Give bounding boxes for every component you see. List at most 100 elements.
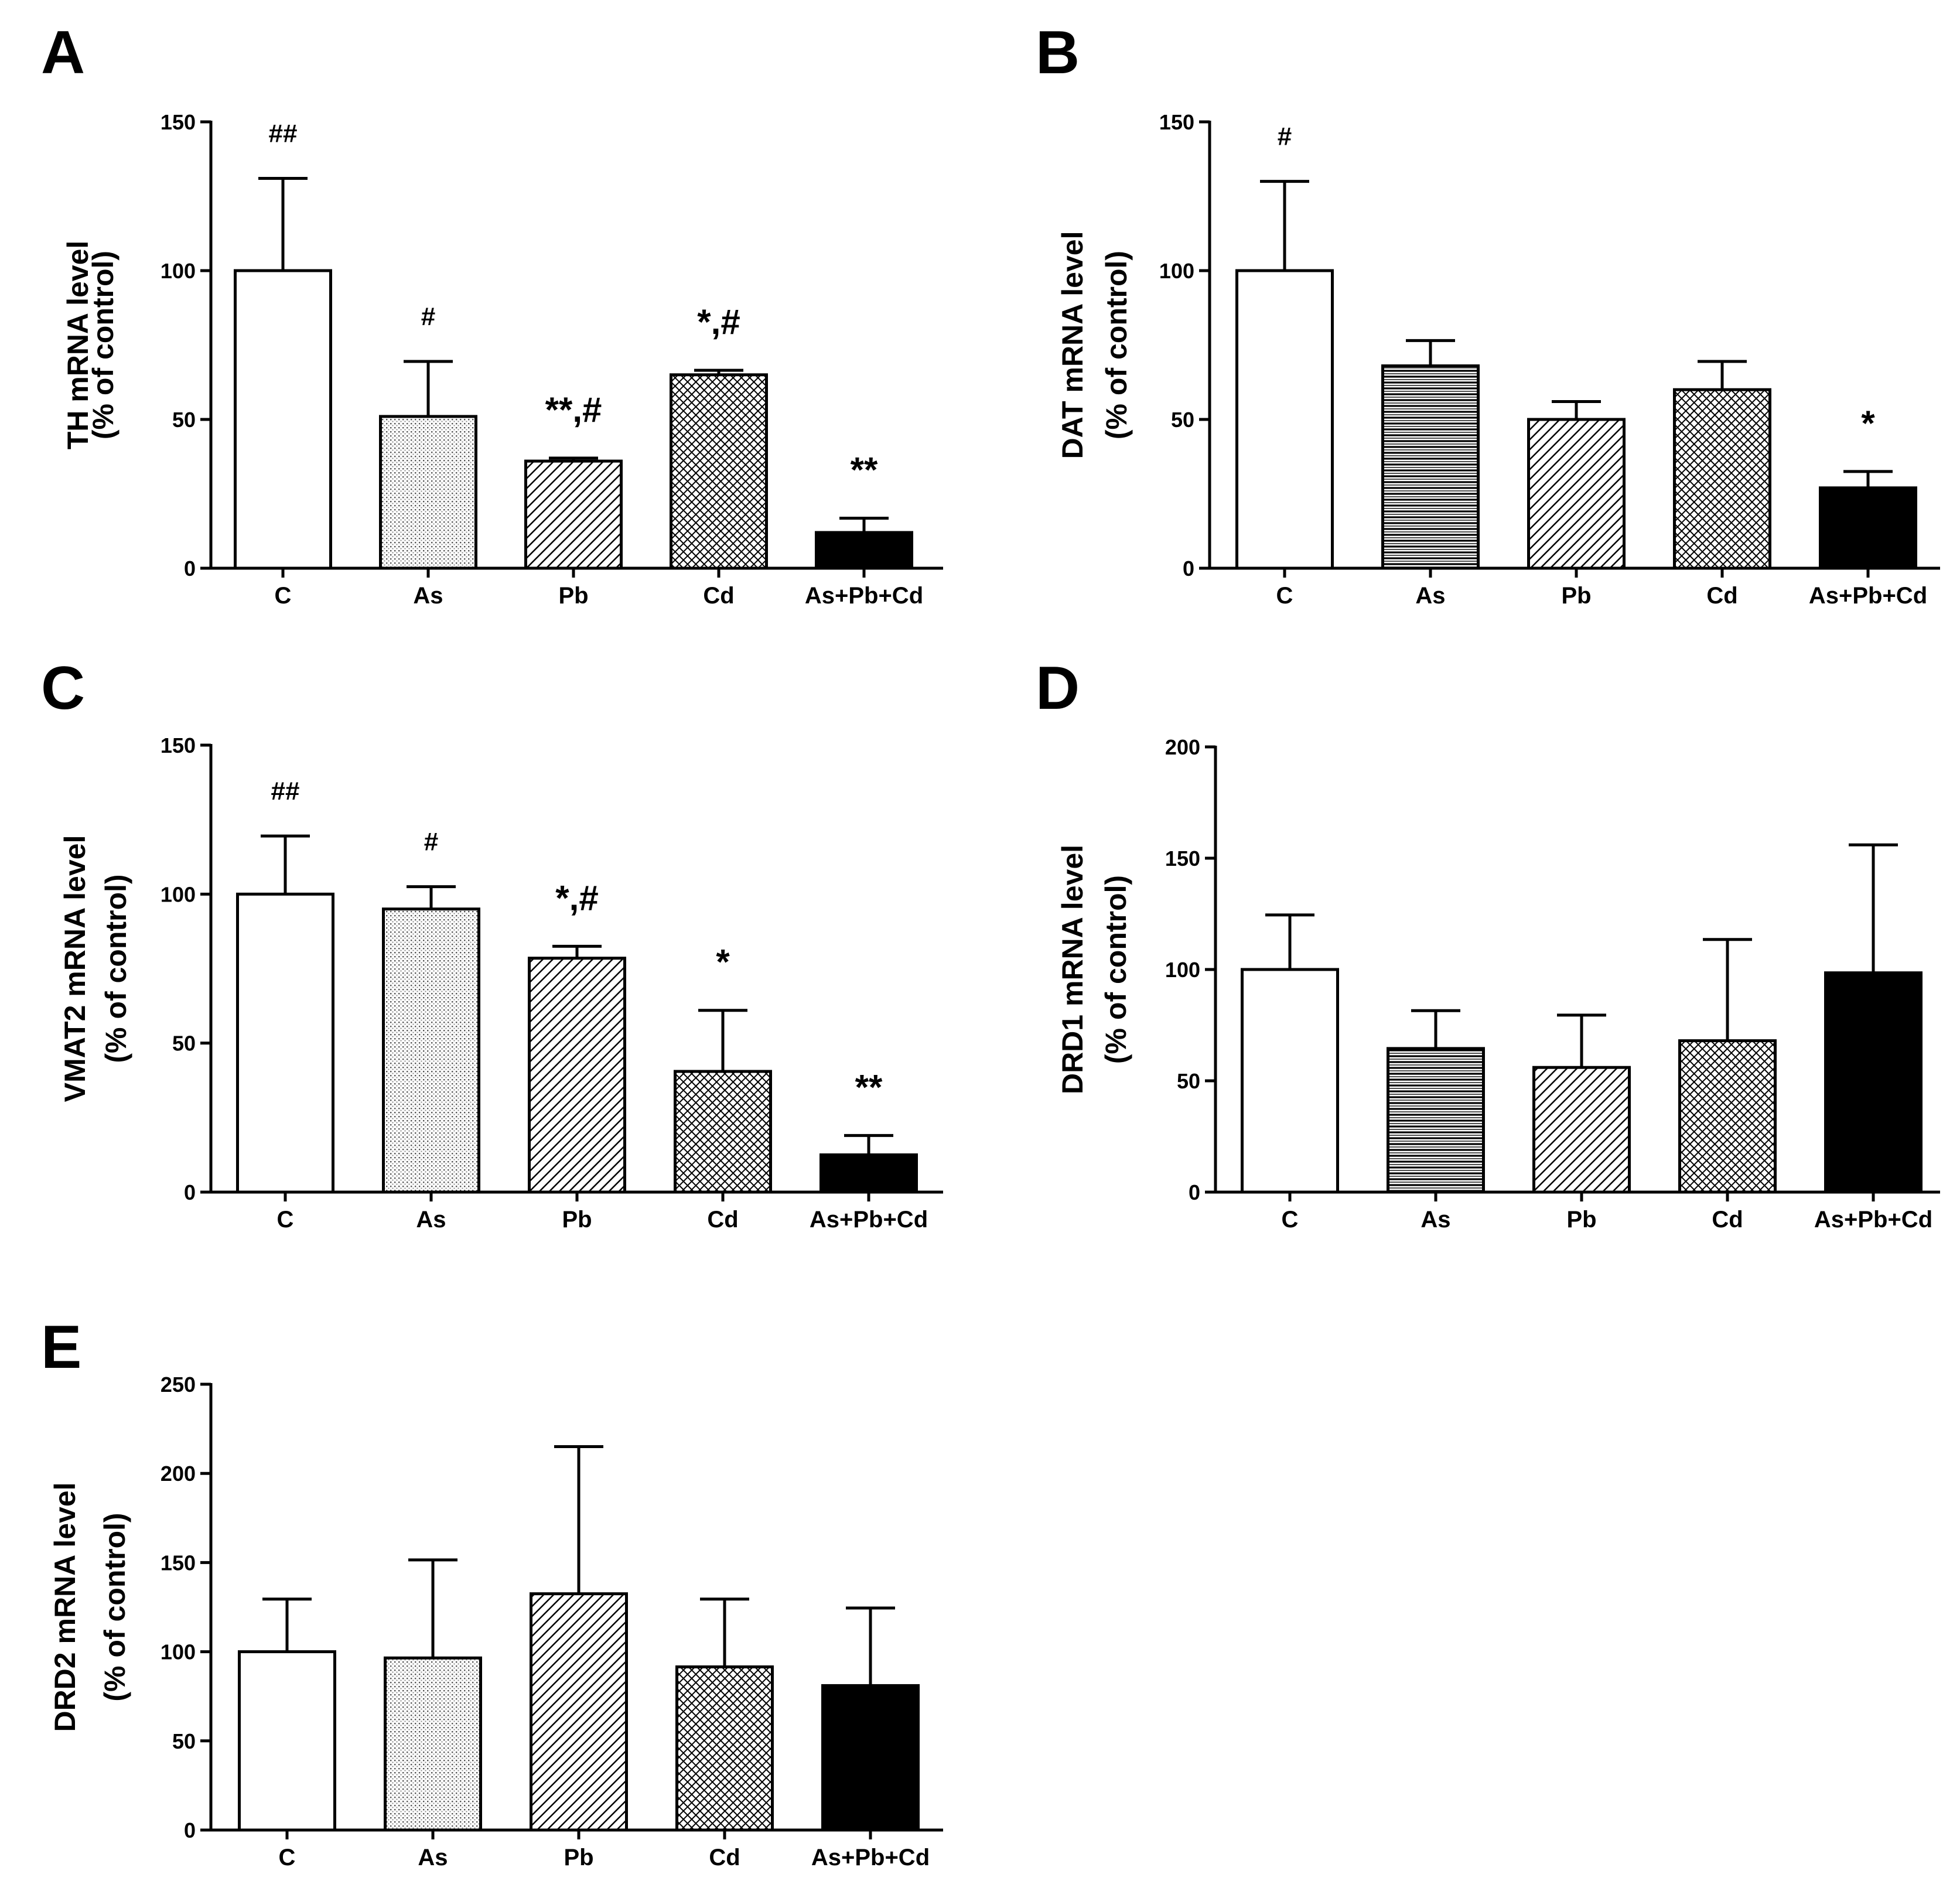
bar — [1235, 269, 1334, 570]
x-tick-label: C — [1282, 1207, 1299, 1233]
bar — [815, 531, 913, 570]
significance-label: ** — [851, 450, 878, 490]
x-tick-label: C — [279, 1845, 296, 1870]
bar — [382, 907, 480, 1194]
y-tick-label: 0 — [184, 557, 196, 581]
panel-E: E DRD2 mRNA level (% of control) 0 50 100 150 2… — [41, 1313, 943, 1870]
x-tick-label: As — [1421, 1207, 1450, 1233]
bar — [670, 373, 768, 570]
y-tick-label: 150 — [161, 110, 196, 134]
x-tick-label: As+Pb+Cd — [810, 1207, 928, 1233]
bar — [1673, 388, 1771, 570]
bar — [384, 1656, 482, 1832]
x-tick-label: Cd — [709, 1845, 740, 1870]
y-axis-title: DRD1 mRNA level — [1056, 845, 1089, 1094]
bar — [1532, 1066, 1631, 1194]
y-tick-label: 150 — [1159, 110, 1194, 134]
y-tick-label: 100 — [161, 882, 196, 906]
y-tick-label: 0 — [184, 1818, 196, 1842]
x-tick-label: Pb — [1566, 1207, 1596, 1233]
significance-label: **,# — [545, 390, 602, 429]
x-tick-label: Cd — [707, 1207, 738, 1233]
significance-label: ## — [271, 777, 300, 805]
significance-label: * — [716, 943, 730, 982]
bar — [1527, 418, 1626, 570]
y-axis-title: (% of control) — [98, 1513, 131, 1701]
panel-B: B DAT mRNA level (% of control) 0 50 100 150 C #… — [1036, 19, 1940, 609]
bar — [379, 415, 477, 570]
y-tick-label: 50 — [172, 408, 196, 432]
y-tick-label: 100 — [1165, 958, 1200, 982]
bar — [530, 1592, 628, 1832]
bar — [238, 1650, 336, 1832]
y-tick-label: 100 — [1159, 259, 1194, 283]
y-tick-label: 50 — [1177, 1069, 1200, 1093]
y-tick-label: 200 — [161, 1462, 196, 1486]
y-tick-label: 150 — [1165, 846, 1200, 870]
bar — [821, 1684, 920, 1832]
x-tick-label: C — [277, 1207, 294, 1233]
y-tick-label: 50 — [172, 1729, 196, 1753]
x-tick-label: Pb — [558, 583, 588, 609]
y-axis-title: (% of control) — [87, 251, 119, 439]
bar — [524, 459, 623, 570]
y-tick-label: 100 — [161, 1640, 196, 1664]
x-tick-label: As — [416, 1207, 446, 1233]
y-tick-label: 50 — [1171, 408, 1194, 432]
y-axis-title: DRD2 mRNA level — [49, 1482, 81, 1732]
x-tick-label: Pb — [562, 1207, 592, 1233]
y-tick-label: 100 — [161, 259, 196, 283]
significance-label: ## — [269, 120, 298, 148]
panel-D: D DRD1 mRNA level (% of control) 0 50 100 150 2… — [1036, 654, 1940, 1233]
bar — [1824, 971, 1923, 1194]
significance-label: # — [421, 302, 435, 331]
y-tick-label: 150 — [161, 733, 196, 757]
y-axis-title: DAT mRNA level — [1056, 231, 1089, 459]
bar — [528, 957, 626, 1194]
x-tick-label: C — [275, 583, 292, 609]
x-tick-label: Cd — [1706, 583, 1737, 609]
panel-A: ATH mRNA level(% of control)050100150C##… — [41, 19, 943, 609]
bar — [1678, 1039, 1777, 1194]
x-tick-label: As — [418, 1845, 448, 1870]
significance-label: *,# — [555, 878, 598, 917]
x-tick-label: As+Pb+Cd — [1814, 1207, 1932, 1233]
panel-letter: A — [41, 19, 85, 87]
y-axis-title: (% of control) — [100, 874, 132, 1063]
panel-letter: E — [41, 1313, 81, 1381]
bar — [1387, 1047, 1485, 1194]
y-tick-label: 200 — [1165, 735, 1200, 759]
significance-label: ** — [855, 1067, 883, 1107]
panel-letter: C — [41, 654, 85, 722]
bar — [236, 892, 334, 1194]
y-tick-label: 0 — [1183, 557, 1194, 581]
bar — [234, 269, 332, 570]
x-tick-label: Cd — [1712, 1207, 1743, 1233]
significance-label: *,# — [697, 302, 740, 342]
y-axis-title: (% of control) — [1100, 251, 1133, 439]
y-tick-label: 250 — [161, 1373, 196, 1397]
x-tick-label: As+Pb+Cd — [811, 1845, 930, 1870]
bar — [675, 1665, 774, 1832]
bar — [1381, 364, 1480, 570]
x-tick-label: C — [1276, 583, 1293, 609]
y-axis-title: VMAT2 mRNA level — [59, 835, 91, 1102]
significance-label: # — [1278, 122, 1292, 151]
x-tick-label: As — [1415, 583, 1445, 609]
x-tick-label: Cd — [703, 583, 734, 609]
x-tick-label: Pb — [564, 1845, 593, 1870]
bar — [1241, 968, 1339, 1194]
significance-label: * — [1861, 404, 1875, 443]
y-axis-title: (% of control) — [1099, 875, 1132, 1064]
significance-label: # — [424, 828, 438, 856]
y-tick-label: 0 — [184, 1180, 196, 1204]
x-tick-label: Pb — [1561, 583, 1591, 609]
bar — [819, 1153, 918, 1194]
panel-letter: D — [1036, 654, 1080, 722]
x-tick-label: As — [413, 583, 443, 609]
panel-C: C VMAT2 mRNA level (% of control) 0 50 100 150… — [41, 654, 943, 1233]
panel-letter: B — [1036, 19, 1080, 87]
bar — [674, 1070, 772, 1194]
x-tick-label: As+Pb+Cd — [1809, 583, 1927, 609]
